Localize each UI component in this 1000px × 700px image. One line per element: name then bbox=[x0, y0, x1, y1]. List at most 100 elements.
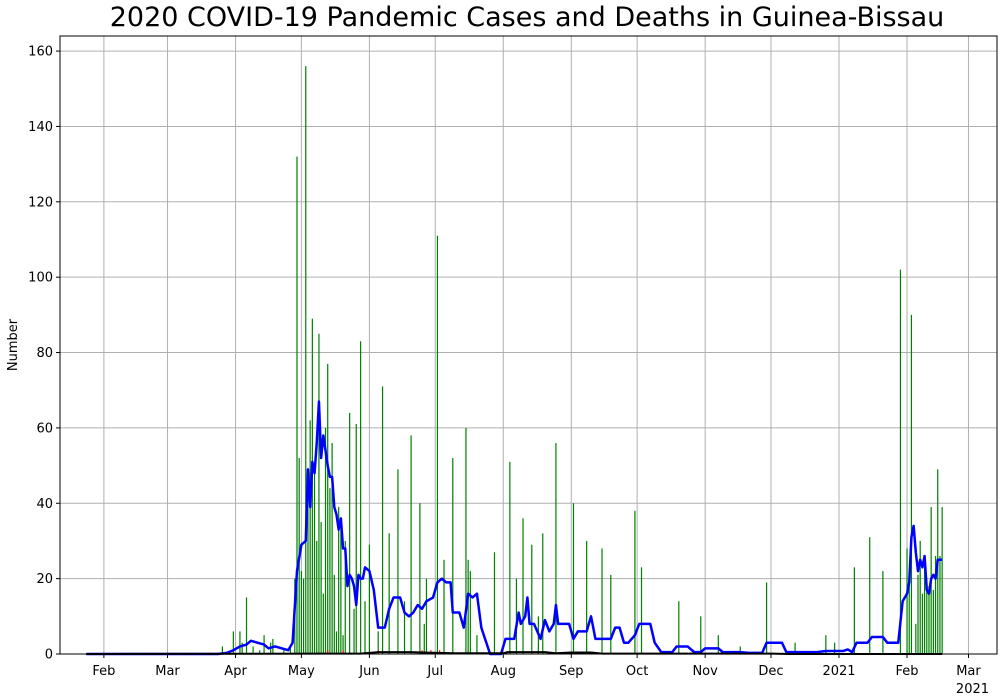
bar bbox=[610, 574, 612, 654]
bar bbox=[469, 571, 471, 654]
bar bbox=[586, 540, 588, 654]
bar bbox=[322, 593, 324, 654]
y-tick-label: 140 bbox=[28, 120, 53, 135]
x-tick-label: Nov bbox=[692, 664, 718, 679]
bar bbox=[425, 578, 428, 654]
bar bbox=[381, 386, 384, 654]
bar bbox=[318, 333, 320, 654]
x-tick-label: Mar bbox=[155, 664, 180, 679]
bar bbox=[853, 567, 855, 654]
bar bbox=[452, 458, 454, 654]
bar bbox=[939, 556, 941, 654]
bar bbox=[910, 314, 913, 654]
series-line bbox=[86, 400, 943, 656]
bar bbox=[443, 559, 445, 654]
bar bbox=[410, 435, 412, 654]
bar bbox=[634, 510, 636, 654]
bar bbox=[919, 540, 921, 654]
bar bbox=[917, 574, 919, 654]
bar bbox=[834, 642, 836, 654]
x-tick-label: Aug bbox=[491, 664, 516, 679]
y-axis-label: Number bbox=[6, 318, 21, 371]
bar bbox=[926, 578, 928, 654]
y-tick-label: 0 bbox=[45, 648, 53, 663]
bar bbox=[241, 642, 243, 654]
bar bbox=[388, 533, 390, 654]
bar bbox=[360, 341, 362, 654]
bar bbox=[941, 507, 943, 654]
grid bbox=[60, 36, 997, 655]
bar bbox=[221, 646, 223, 654]
bar bbox=[934, 556, 937, 654]
bar bbox=[296, 156, 298, 654]
bar bbox=[364, 601, 366, 654]
bar bbox=[825, 635, 827, 654]
x-tick-label: Apr bbox=[224, 664, 247, 679]
bar bbox=[542, 533, 544, 654]
x-tick-label: Mar bbox=[956, 664, 981, 679]
bar bbox=[340, 518, 342, 654]
x-tick-label: Jul bbox=[426, 664, 443, 679]
bar bbox=[239, 631, 241, 654]
bar bbox=[923, 559, 926, 654]
bar bbox=[355, 424, 357, 654]
plot-frame bbox=[59, 35, 998, 655]
bar bbox=[739, 646, 741, 654]
bar bbox=[397, 469, 399, 654]
bar bbox=[313, 465, 316, 654]
series-lines bbox=[86, 400, 943, 656]
bar bbox=[349, 412, 351, 654]
y-tick-label: 20 bbox=[36, 572, 53, 587]
x-tick-label: 2021 bbox=[822, 664, 855, 679]
chart-title: 2020 COVID-19 Pandemic Cases and Deaths … bbox=[110, 2, 945, 33]
bar bbox=[419, 503, 421, 654]
bar bbox=[465, 427, 467, 654]
bar bbox=[899, 269, 902, 654]
bar bbox=[300, 571, 302, 654]
bar bbox=[882, 571, 884, 654]
x-tick-sublabel: 2021 bbox=[956, 682, 989, 697]
bar bbox=[640, 567, 643, 654]
bar bbox=[342, 650, 344, 654]
y-tick-label: 80 bbox=[36, 346, 53, 361]
bar bbox=[601, 548, 603, 654]
y-tick-label: 100 bbox=[28, 271, 53, 286]
bar bbox=[515, 578, 518, 654]
bar bbox=[327, 650, 329, 654]
bar bbox=[908, 582, 910, 654]
bar bbox=[906, 548, 908, 654]
x-tick-label: Feb bbox=[92, 664, 115, 679]
bar bbox=[320, 522, 322, 654]
bar bbox=[353, 608, 355, 654]
bar bbox=[467, 559, 469, 654]
bar bbox=[436, 235, 439, 654]
bar bbox=[305, 66, 307, 654]
bars bbox=[221, 66, 943, 654]
bar bbox=[316, 540, 318, 654]
bar bbox=[403, 601, 406, 654]
y-tick-label: 160 bbox=[28, 45, 53, 60]
x-tick-label: Oct bbox=[626, 664, 648, 679]
bar bbox=[423, 623, 425, 654]
bar bbox=[331, 442, 333, 654]
bar bbox=[338, 507, 340, 654]
bar bbox=[309, 420, 311, 654]
bar bbox=[368, 544, 371, 654]
bar bbox=[289, 646, 292, 654]
bar bbox=[335, 631, 338, 654]
bar bbox=[932, 589, 934, 654]
bar bbox=[678, 601, 680, 654]
bar bbox=[572, 503, 575, 654]
bar bbox=[302, 578, 305, 654]
x-tick-label: Feb bbox=[896, 664, 919, 679]
bar bbox=[377, 631, 379, 654]
bar bbox=[344, 540, 346, 654]
bar bbox=[555, 442, 557, 654]
bar bbox=[252, 646, 254, 654]
bar bbox=[324, 427, 327, 654]
bar bbox=[915, 623, 917, 654]
bar bbox=[493, 552, 496, 654]
bar bbox=[794, 642, 796, 654]
y-tick-label: 60 bbox=[36, 421, 53, 436]
